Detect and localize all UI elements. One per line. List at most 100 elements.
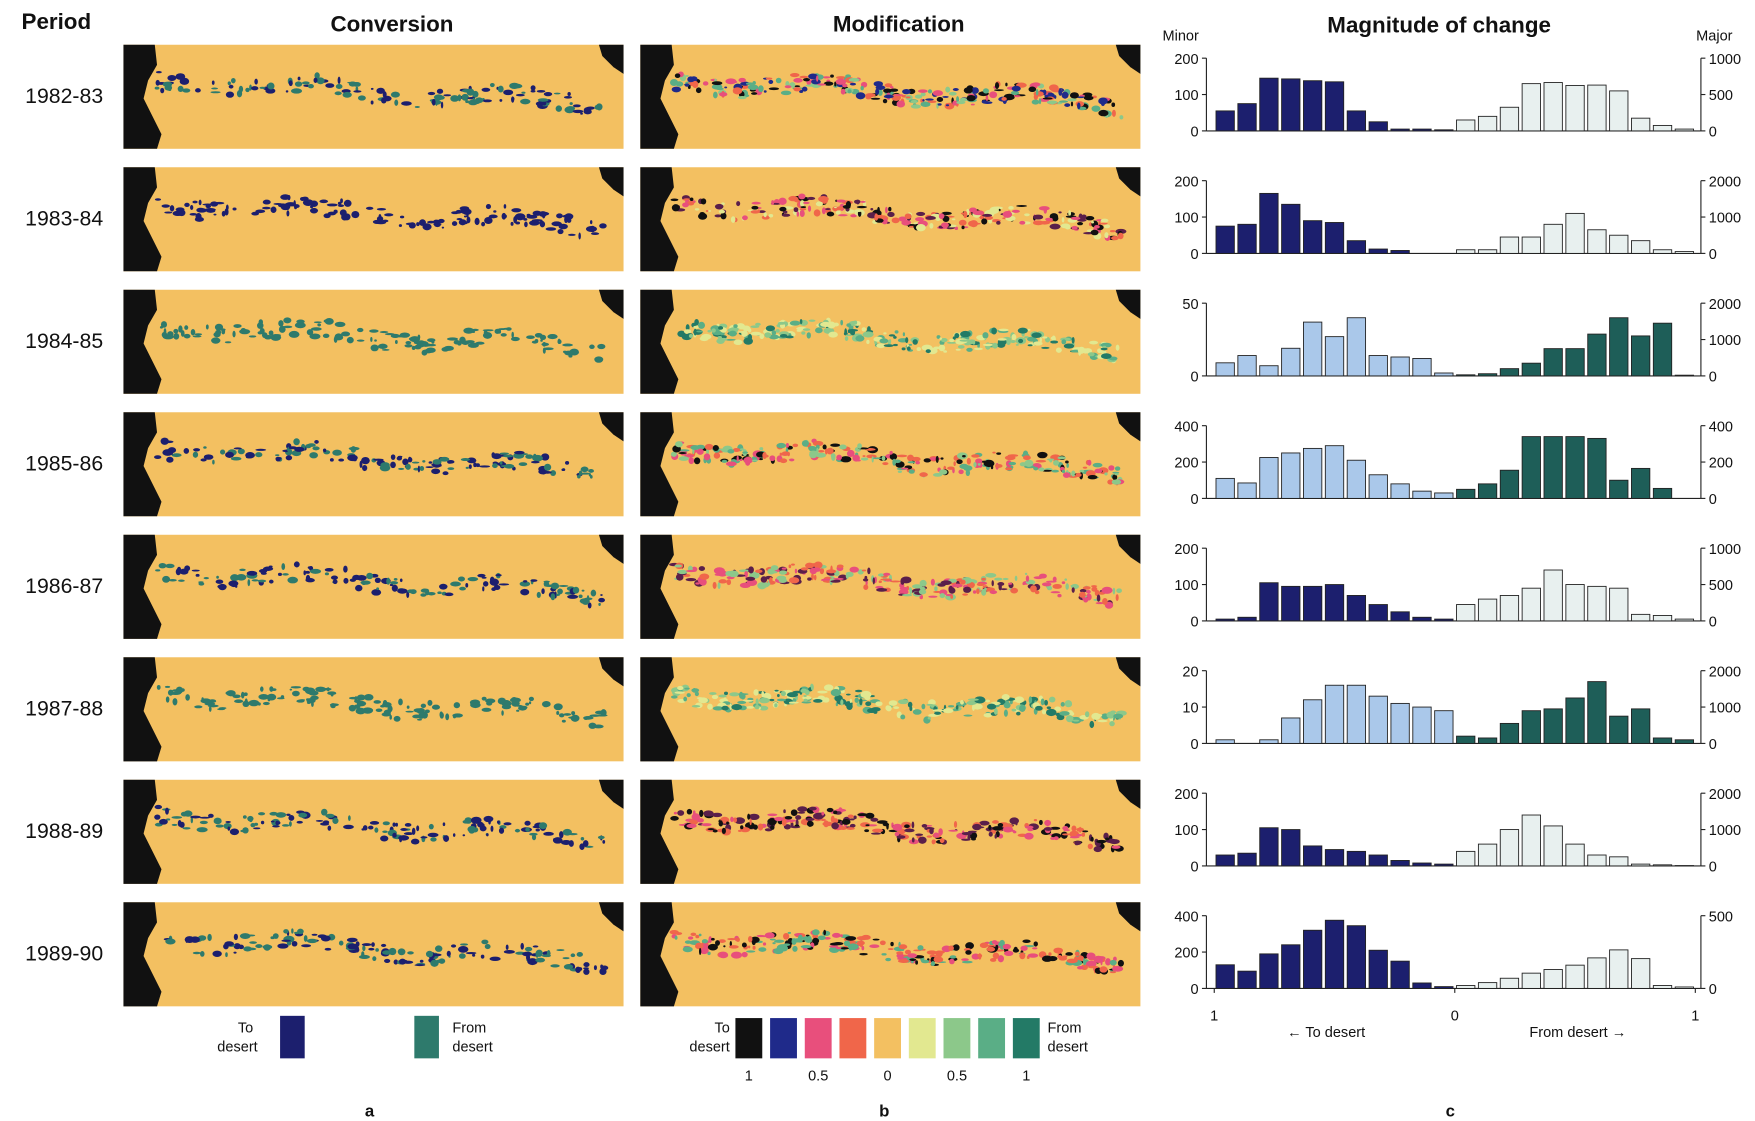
map-patch	[257, 322, 263, 329]
map-patch	[516, 710, 519, 712]
bar	[1347, 851, 1365, 866]
map-panel	[640, 780, 1140, 884]
map-patch	[724, 86, 727, 88]
map-patch	[1070, 92, 1079, 98]
map-patch	[420, 466, 425, 471]
map-patch	[988, 825, 991, 830]
map-patch	[291, 686, 301, 688]
map-patch	[1050, 224, 1061, 230]
map-patch	[949, 339, 954, 343]
map-patch	[915, 461, 919, 465]
map-patch	[849, 78, 860, 82]
map-patch	[1088, 352, 1095, 356]
map-patch	[827, 212, 834, 217]
y2-tick-label: 0	[1709, 247, 1717, 263]
map-patch	[789, 565, 792, 569]
map-patch	[261, 821, 264, 825]
map-patch	[956, 349, 961, 351]
map-patch	[1035, 706, 1043, 711]
map-patch	[800, 689, 807, 693]
map-patch	[863, 331, 874, 337]
map-patch	[194, 705, 202, 708]
map-patch	[729, 692, 739, 696]
map-patch	[863, 578, 868, 581]
map-patch	[416, 222, 420, 226]
map-patch	[475, 218, 480, 225]
y2-tick-label: 1000	[1709, 211, 1741, 227]
map-patch	[790, 321, 801, 326]
map-patch	[204, 454, 214, 459]
map-patch	[940, 838, 945, 843]
map-patch	[234, 934, 238, 940]
bar	[1391, 484, 1409, 499]
map-patch	[481, 955, 485, 959]
map-patch	[415, 106, 420, 108]
map-patch	[252, 579, 259, 581]
map-patch	[958, 470, 963, 475]
map-patch	[453, 714, 456, 718]
bar	[1303, 81, 1321, 131]
map-patch	[900, 587, 908, 590]
map-patch	[170, 205, 175, 211]
map-patch	[1042, 709, 1046, 714]
map-patch	[281, 204, 291, 211]
map-patch	[537, 90, 546, 93]
map-patch	[1015, 696, 1024, 703]
map-patch	[883, 99, 887, 103]
map-patch	[983, 88, 989, 93]
map-patch	[325, 572, 329, 575]
map-patch	[1065, 702, 1072, 707]
map-patch	[557, 229, 563, 234]
map-patch	[850, 83, 856, 86]
map-patch	[948, 705, 954, 707]
map-patch	[366, 207, 373, 210]
map-patch	[745, 577, 755, 581]
map-patch	[968, 698, 979, 701]
map-patch	[917, 945, 923, 950]
map-patch	[293, 200, 295, 207]
map-patch	[700, 212, 705, 215]
map-patch	[997, 342, 1005, 348]
bar	[1347, 685, 1365, 743]
map-patch	[551, 593, 556, 600]
map-patch	[230, 574, 239, 581]
map-patch	[193, 452, 198, 458]
map-patch	[726, 822, 729, 825]
column-title: Modification	[833, 11, 965, 36]
map-patch	[712, 813, 722, 817]
map-patch	[995, 945, 998, 950]
map-patch	[1041, 698, 1045, 705]
map-patch	[899, 944, 908, 949]
map-patch	[1034, 91, 1044, 97]
map-patch	[1091, 837, 1094, 842]
map-patch	[1042, 956, 1053, 962]
map-patch	[1078, 350, 1081, 356]
map-patch	[1016, 344, 1019, 346]
map-patch	[263, 702, 270, 705]
map-patch	[833, 578, 844, 580]
map-patch	[1088, 966, 1098, 968]
map-patch	[789, 458, 795, 461]
map-patch	[163, 82, 173, 87]
map-patch	[397, 588, 407, 593]
map-patch	[343, 92, 352, 98]
legend-label: desert	[452, 1040, 492, 1056]
map-patch	[391, 454, 396, 460]
map-patch	[962, 593, 968, 595]
map-patch	[498, 698, 506, 705]
legend-swatch	[280, 1016, 305, 1059]
bar	[1675, 252, 1693, 254]
map-patch	[267, 82, 274, 89]
map-patch	[841, 89, 846, 95]
bar	[1653, 986, 1671, 989]
map-patch	[1112, 479, 1121, 484]
map-patch	[358, 95, 366, 100]
map-patch	[398, 456, 403, 458]
map-patch	[927, 835, 933, 837]
map-patch	[880, 940, 886, 945]
map-patch	[583, 716, 593, 720]
map-patch	[1029, 87, 1037, 92]
map-patch	[405, 711, 413, 713]
map-patch	[344, 200, 352, 207]
bar	[1653, 488, 1671, 498]
